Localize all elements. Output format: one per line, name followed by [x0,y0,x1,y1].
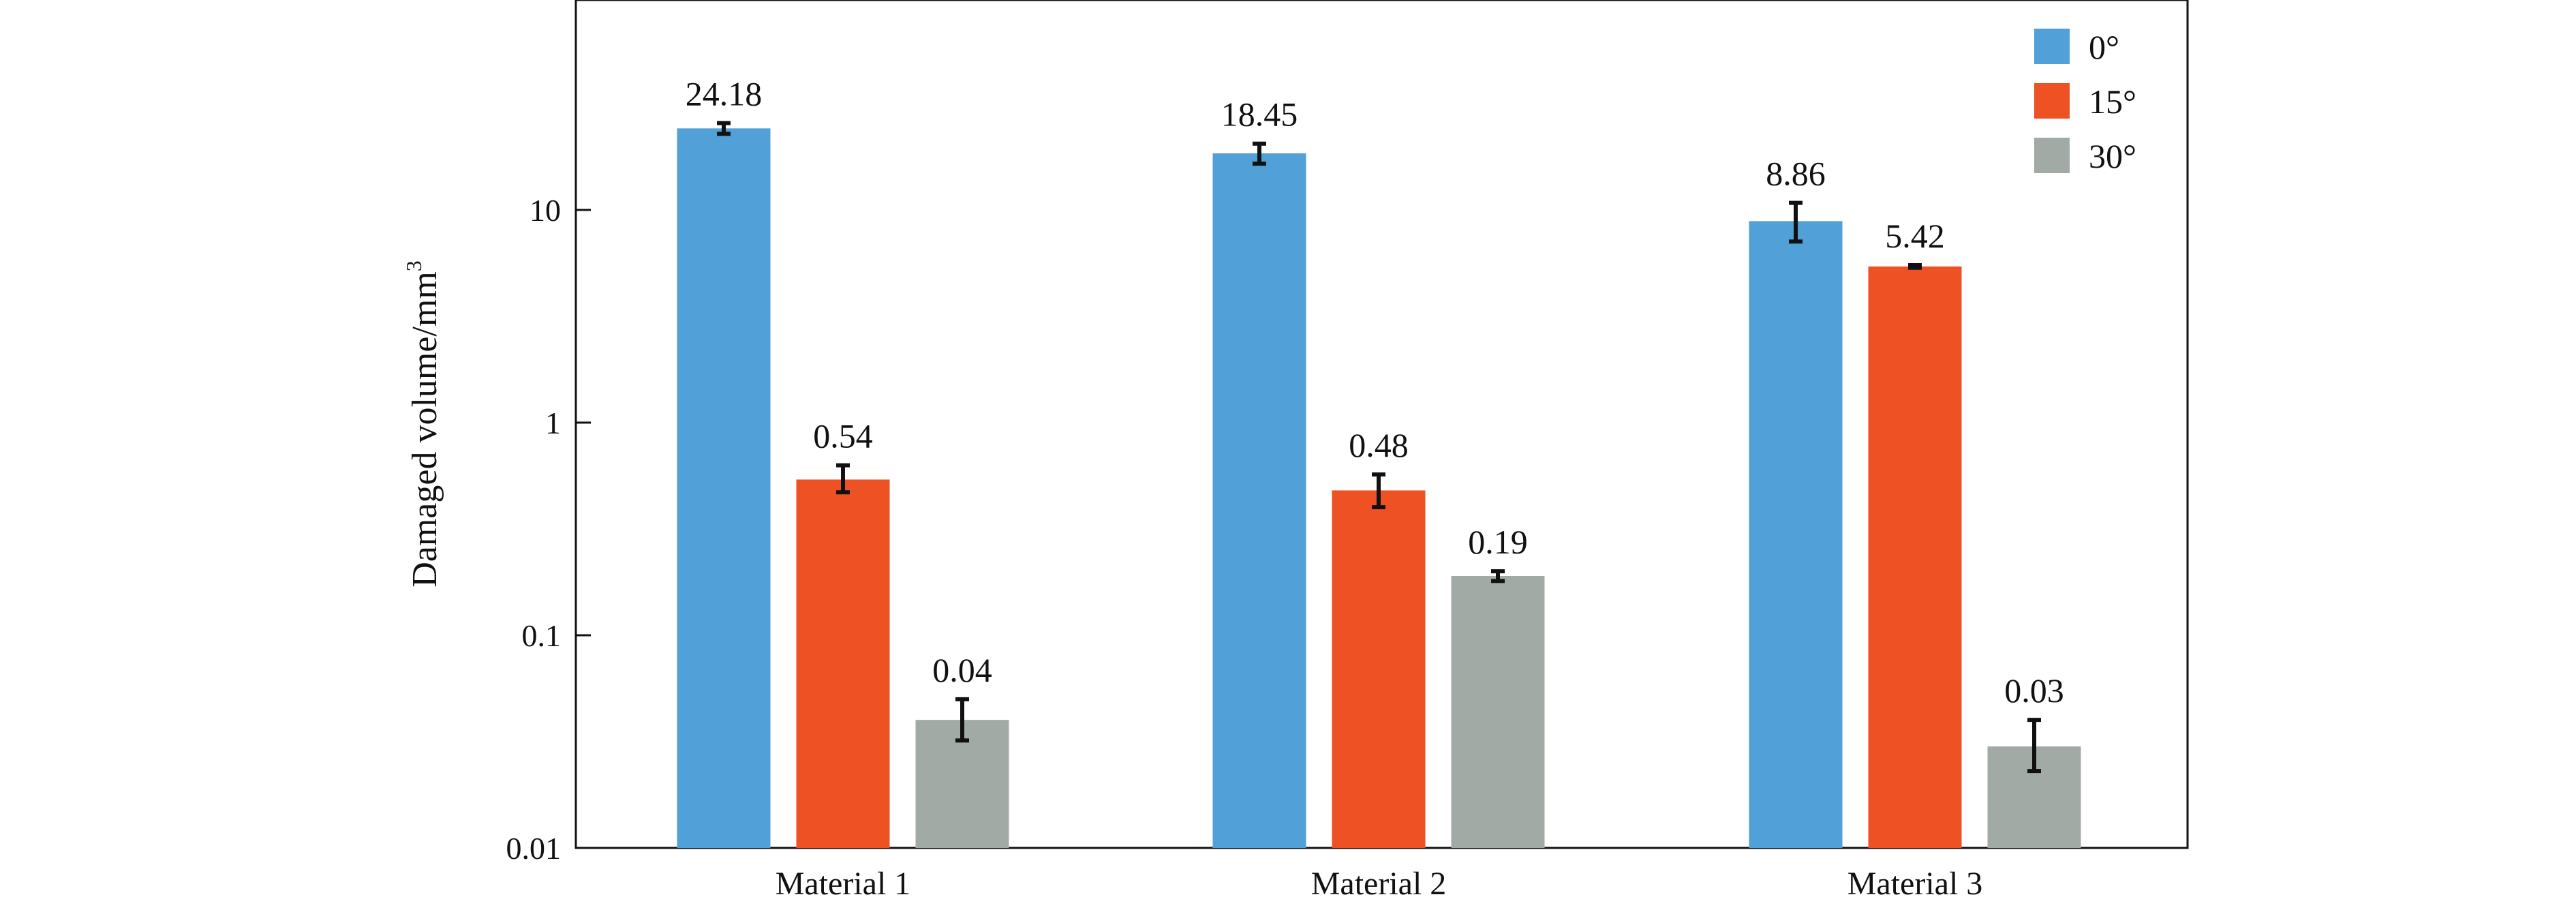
error-bar [2027,718,2041,774]
data-label: 5.42 [1885,217,1945,255]
y-axis-title-superscript: 3 [401,260,426,271]
error-bar [1789,200,1803,244]
y-tick-label: 10 [530,193,561,228]
x-tick-label: Material 2 [1311,866,1447,902]
error-bar [1491,569,1505,583]
y-axis-title-text: Damaged volume/mm [405,271,444,588]
legend: 0° 15° 30° [2034,28,2136,175]
bar [1749,221,1843,849]
bar [1332,490,1426,848]
data-label: 0.54 [813,417,873,455]
data-label: 8.86 [1766,155,1826,193]
legend-item: 0° [2034,28,2119,66]
error-bar [955,697,969,743]
error-bar [1372,472,1385,510]
legend-swatch [2034,29,2070,64]
data-label: 0.03 [2004,671,2064,710]
y-axis: 0.01 0.1 1 10 [506,193,591,866]
y-axis-title: Damaged volume/mm3 [401,260,444,588]
bar [1212,153,1306,848]
x-axis: Material 1 Material 2 Material 3 [776,866,1983,902]
y-tick-label: 1 [545,406,561,440]
bar [677,128,771,849]
bar [796,479,890,848]
bars [677,128,2081,849]
error-bar [1908,263,1922,270]
error-bars [717,121,2041,774]
y-tick-label: 0.1 [522,618,562,653]
legend-item: 15° [2034,82,2136,121]
bar [1451,576,1545,848]
data-label: 0.19 [1468,523,1528,561]
error-bar [836,463,850,495]
legend-label: 30° [2089,137,2136,175]
legend-swatch [2034,83,2070,119]
error-bar [717,121,731,136]
x-tick-label: Material 1 [776,866,911,902]
data-label: 0.04 [932,651,992,689]
data-label: 0.48 [1349,426,1409,464]
legend-item: 30° [2034,137,2136,175]
legend-label: 15° [2089,82,2136,121]
legend-swatch [2034,138,2070,173]
error-bar [1253,141,1266,166]
data-labels: 24.18 0.54 0.04 18.45 0.48 0.19 8.86 5.42 0.03 [686,75,2064,710]
data-label: 18.45 [1221,95,1298,134]
bar [1868,266,1962,849]
legend-label: 0° [2089,28,2119,66]
data-label: 24.18 [686,75,763,113]
y-tick-label: 0.01 [506,831,562,866]
x-tick-label: Material 3 [1847,866,1983,902]
